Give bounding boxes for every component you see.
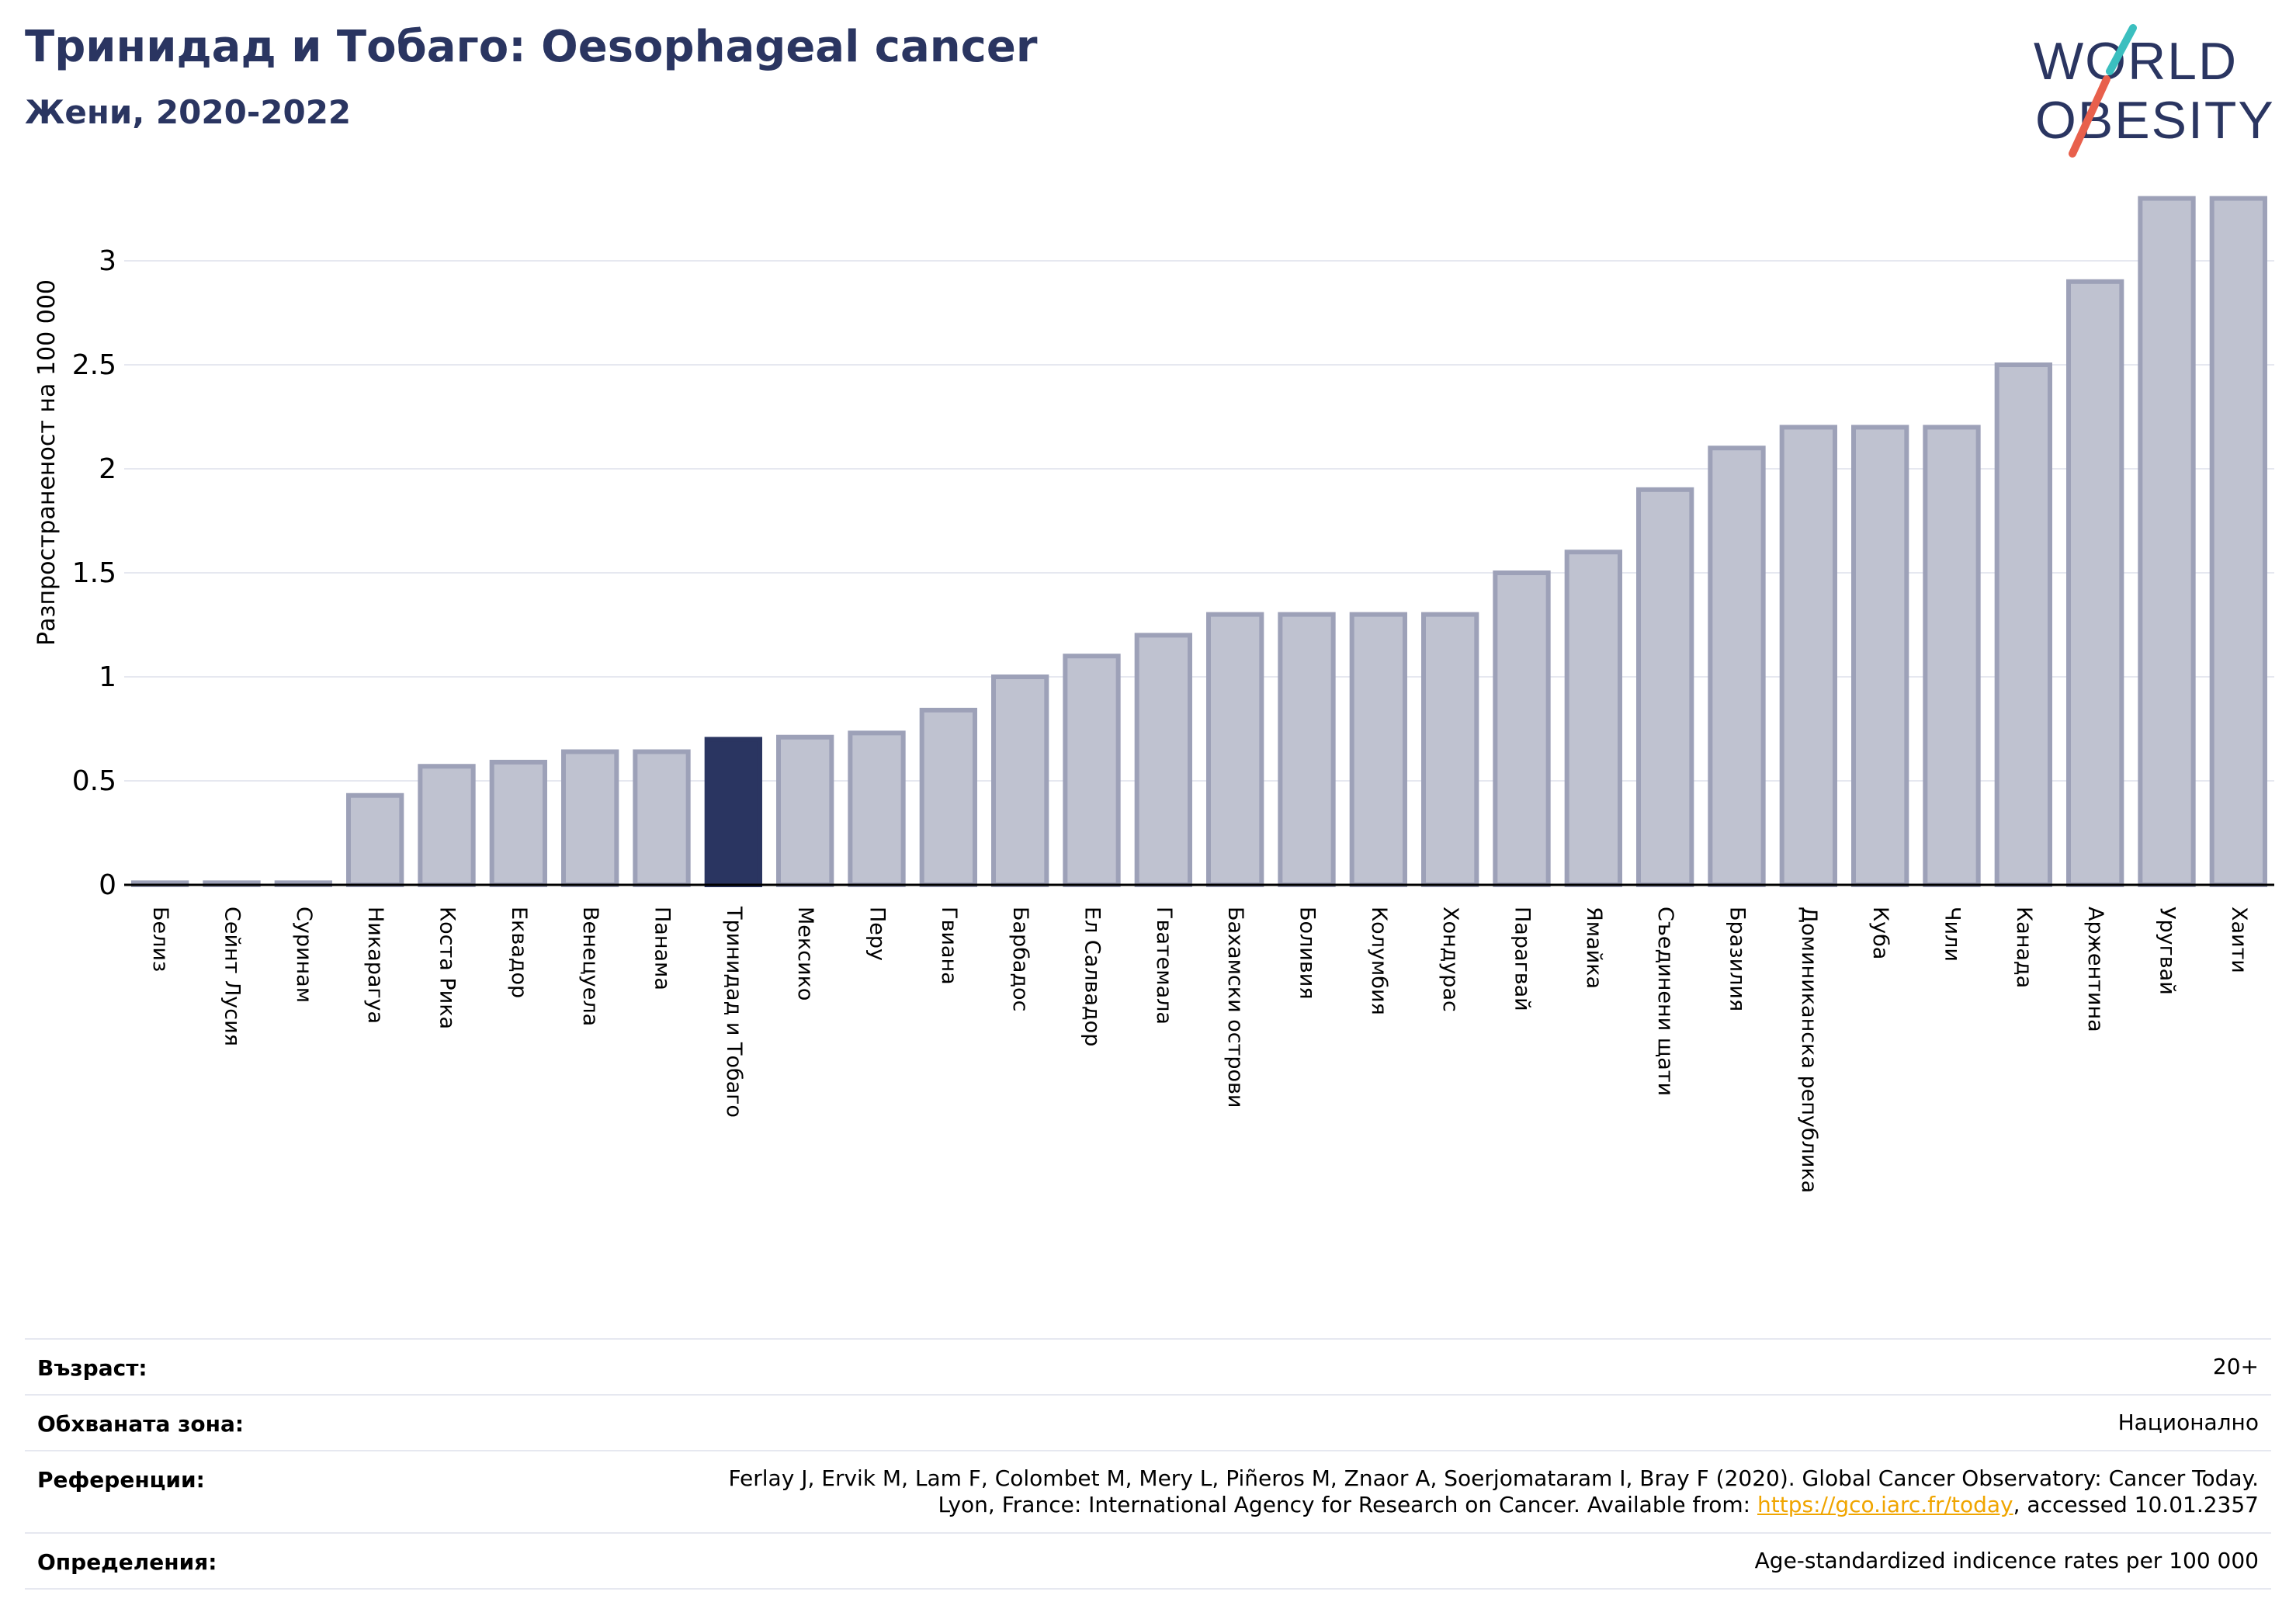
bar-22 bbox=[1636, 487, 1694, 887]
x-tick-label: Бразилия bbox=[1725, 907, 1750, 1011]
bar-chart: 0 0.5 1 1.5 2 2.5 3 Белиз Сейнт Лусия Суринам Ник… bbox=[33, 196, 2274, 1193]
info-table: Възраст: 20+ Обхваната зона: Национално … bbox=[25, 1338, 2271, 1590]
references-line-1: Ferlay J, Ervik M, Lam F, Colombet M, Me… bbox=[728, 1465, 2259, 1491]
bar-4 bbox=[346, 792, 404, 888]
x-tick-label: Хаити bbox=[2227, 907, 2251, 973]
definitions-value: Age-standardized indicence rates per 100… bbox=[1754, 1548, 2259, 1573]
references-line-2-prefix: Lyon, France: International Agency for R… bbox=[938, 1492, 1757, 1517]
bar-25 bbox=[1851, 425, 1909, 887]
x-tick-label: Съединени щати bbox=[1653, 907, 1677, 1096]
references-line-2-suffix: , accessed 10.01.2357 bbox=[2013, 1492, 2259, 1517]
bar-29 bbox=[2138, 196, 2196, 888]
info-row-references: Референции: Ferlay J, Ervik M, Lam F, Co… bbox=[25, 1451, 2271, 1534]
logo-slash-teal bbox=[2106, 24, 2137, 75]
logo-text-world: WORLD bbox=[2034, 32, 2238, 91]
x-tick-label: Венецуела bbox=[578, 907, 602, 1026]
x-tick-label: Никарагуа bbox=[363, 907, 387, 1024]
y-tick-label: 2 bbox=[99, 453, 116, 485]
x-tick-label: Перу bbox=[865, 907, 890, 961]
world-obesity-logo: WORLD OBESITY bbox=[2034, 24, 2273, 158]
x-tick-label: Канада bbox=[2012, 907, 2036, 988]
y-tick-label: 0.5 bbox=[72, 765, 116, 797]
bar-14 bbox=[1063, 654, 1121, 887]
bar-9 bbox=[704, 737, 762, 888]
y-axis-label: Разпространеност на 100 000 bbox=[33, 279, 61, 646]
x-tick-label: Доминиканска република bbox=[1797, 907, 1821, 1193]
x-tick-label: Чили bbox=[1941, 907, 1965, 962]
x-tick-label: Тринидад и Тобаго bbox=[722, 906, 746, 1118]
references-label: Референции: bbox=[37, 1467, 205, 1493]
bar-5 bbox=[418, 764, 476, 887]
x-tick-label: Ел Салвадор bbox=[1080, 907, 1105, 1046]
age-value: 20+ bbox=[2212, 1354, 2259, 1379]
x-tick-label: Еквадор bbox=[507, 907, 531, 998]
x-tick-label: Панама bbox=[650, 907, 675, 990]
bar-30 bbox=[2209, 196, 2267, 888]
y-tick-label: 0 bbox=[99, 869, 116, 901]
chart-subtitle: Жени, 2020-2022 bbox=[25, 93, 352, 131]
x-tick-label: Гватемала bbox=[1152, 907, 1176, 1025]
bar-10 bbox=[776, 734, 834, 887]
x-tick-label: Бахамски острови bbox=[1223, 907, 1247, 1108]
coverage-label: Обхваната зона: bbox=[37, 1411, 245, 1437]
x-tick-label: Куба bbox=[1868, 907, 1892, 959]
y-tick-label: 3 bbox=[99, 245, 116, 277]
bar-20 bbox=[1493, 570, 1551, 887]
bar-12 bbox=[919, 707, 977, 887]
logo-slash-red bbox=[2069, 75, 2110, 158]
x-tick-label: Коста Рика bbox=[435, 907, 460, 1029]
bar-28 bbox=[2066, 279, 2124, 887]
bar-11 bbox=[848, 730, 906, 887]
bar-26 bbox=[1923, 425, 1981, 887]
x-tick-label: Сейнт Лусия bbox=[220, 907, 245, 1046]
bar-15 bbox=[1134, 633, 1192, 888]
definitions-label: Определения: bbox=[37, 1549, 217, 1575]
x-tick-label: Боливия bbox=[1295, 907, 1320, 1000]
x-tick-label: Мексико bbox=[793, 907, 817, 1001]
x-tick-label: Колумбия bbox=[1367, 907, 1391, 1015]
references-link[interactable]: https://gco.iarc.fr/today bbox=[1757, 1492, 2013, 1517]
info-row-coverage: Обхваната зона: Национално bbox=[25, 1396, 2271, 1451]
bar-16 bbox=[1206, 612, 1264, 887]
bar-13 bbox=[991, 675, 1049, 887]
info-row-definitions: Определения: Age-standardized indicence … bbox=[25, 1534, 2271, 1590]
bar-23 bbox=[1708, 446, 1766, 887]
bar-27 bbox=[1994, 362, 2052, 887]
x-tick-label: Гвиана bbox=[937, 907, 961, 985]
info-row-age: Възраст: 20+ bbox=[25, 1340, 2271, 1396]
bar-18 bbox=[1349, 612, 1407, 887]
x-tick-label: Парагвай bbox=[1510, 907, 1535, 1011]
coverage-value: Национално bbox=[2117, 1410, 2259, 1435]
chart-title: Тринидад и Тобаго: Oesophageal cancer bbox=[25, 22, 1038, 72]
x-tick-label: Аржентина bbox=[2083, 907, 2107, 1032]
bar-17 bbox=[1278, 612, 1336, 887]
y-tick-label: 2.5 bbox=[72, 349, 116, 381]
bar-24 bbox=[1779, 425, 1837, 887]
bar-6 bbox=[489, 759, 547, 887]
x-tick-label: Белиз bbox=[148, 907, 172, 972]
references-value: Ferlay J, Ervik M, Lam F, Colombet M, Me… bbox=[728, 1465, 2259, 1518]
bar-7 bbox=[561, 749, 619, 887]
bar-8 bbox=[633, 749, 691, 887]
y-tick-label: 1.5 bbox=[72, 557, 116, 589]
references-line-2: Lyon, France: International Agency for R… bbox=[728, 1492, 2259, 1518]
bar-19 bbox=[1421, 612, 1479, 887]
bar-21 bbox=[1564, 550, 1622, 887]
x-tick-label: Уругвай bbox=[2156, 907, 2180, 995]
x-tick-label: Ямайка bbox=[1582, 907, 1606, 989]
x-tick-label: Хондурас bbox=[1438, 907, 1462, 1012]
x-tick-label: Суринам bbox=[292, 907, 316, 1003]
age-label: Възраст: bbox=[37, 1355, 147, 1381]
x-tick-label: Барбадос bbox=[1008, 907, 1032, 1011]
y-tick-label: 1 bbox=[99, 661, 116, 693]
